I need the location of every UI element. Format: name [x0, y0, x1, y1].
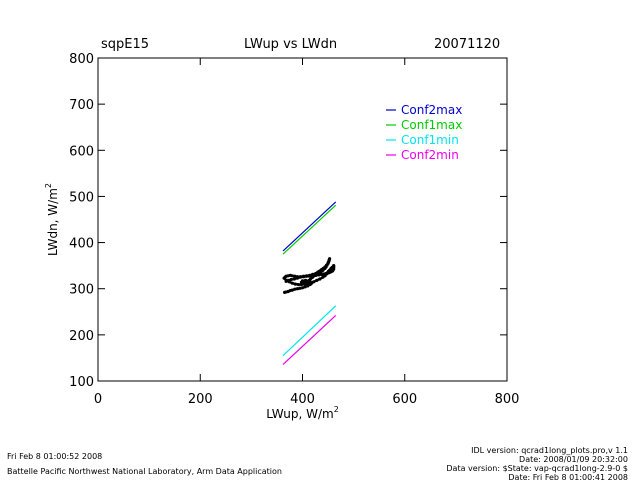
y-tick-label: 400 [69, 237, 94, 252]
data-point [295, 287, 299, 291]
x-axis-label: LWup, W/m2 [266, 405, 339, 421]
data-point [298, 275, 303, 279]
data-point [296, 282, 301, 287]
x-tick-label: 600 [392, 392, 417, 407]
data-point [293, 282, 297, 286]
y-tick-label: 500 [69, 190, 94, 205]
series-line-conf1min [282, 305, 337, 357]
data-point [309, 281, 313, 285]
x-tick-label: 400 [290, 392, 315, 407]
data-point [290, 281, 294, 285]
y-axis-label: LWdn, W/m2 [44, 183, 60, 256]
y-tick-label: 100 [69, 375, 94, 390]
data-point [306, 282, 310, 286]
y-tick-label: 600 [69, 144, 94, 159]
data-point [306, 284, 310, 288]
legend-label: Conf2max [401, 103, 462, 117]
footer-data-version: Data version: $State: vap-qcrad1long-2.9… [446, 464, 628, 473]
x-tick-label: 200 [188, 392, 213, 407]
data-point [292, 277, 296, 281]
date-label: 20071120 [434, 37, 501, 52]
data-point [300, 286, 305, 290]
data-point [290, 288, 294, 292]
legend-label: Conf1min [401, 133, 459, 147]
y-tick-label: 800 [69, 52, 94, 67]
data-point [303, 285, 307, 289]
data-point [308, 274, 312, 278]
chart-title: LWup vs LWdn [244, 37, 338, 52]
data-point [298, 286, 302, 290]
data-point [320, 272, 324, 277]
data-point [315, 278, 319, 283]
data-point [293, 287, 297, 291]
footer-data-date: Date: Fri Feb 8 01:00:41 2008 [508, 473, 628, 482]
data-point [284, 279, 288, 283]
x-tick-label: 0 [94, 392, 102, 407]
data-point [301, 275, 306, 279]
data-point [304, 274, 309, 278]
footer-timestamp: Fri Feb 8 01:00:52 2008 [7, 452, 103, 461]
y-tick-label: 200 [69, 329, 94, 344]
data-point [293, 274, 297, 278]
data-point [282, 276, 286, 280]
data-point [312, 280, 316, 284]
data-point [318, 277, 322, 281]
series-line-conf2min [282, 315, 337, 365]
data-point [289, 277, 293, 282]
series-line-conf1max [282, 204, 337, 255]
legend-label: Conf2min [401, 148, 459, 162]
data-point [299, 282, 304, 287]
footer-idl-version: IDL version: qcrad1long_plots.pro,v 1.1 [471, 446, 628, 455]
y-tick-label: 300 [69, 283, 94, 298]
data-scatter-points [282, 257, 336, 295]
data-point [326, 261, 330, 265]
data-point [308, 277, 312, 282]
y-tick-label: 700 [69, 98, 94, 113]
site-label: sqpE15 [101, 37, 150, 52]
data-point [317, 273, 321, 277]
data-point [295, 276, 299, 280]
x-tick-label: 800 [495, 392, 520, 407]
series-line-conf2max [282, 201, 337, 252]
data-point [311, 274, 315, 278]
legend-label: Conf1max [401, 118, 462, 132]
data-point [302, 282, 307, 286]
data-point [314, 273, 318, 277]
footer-idl-date: Date: 2008/01/09 20:32:00 [519, 455, 628, 464]
footer-institution: Battelle Pacific Northwest National Labo… [7, 467, 282, 476]
